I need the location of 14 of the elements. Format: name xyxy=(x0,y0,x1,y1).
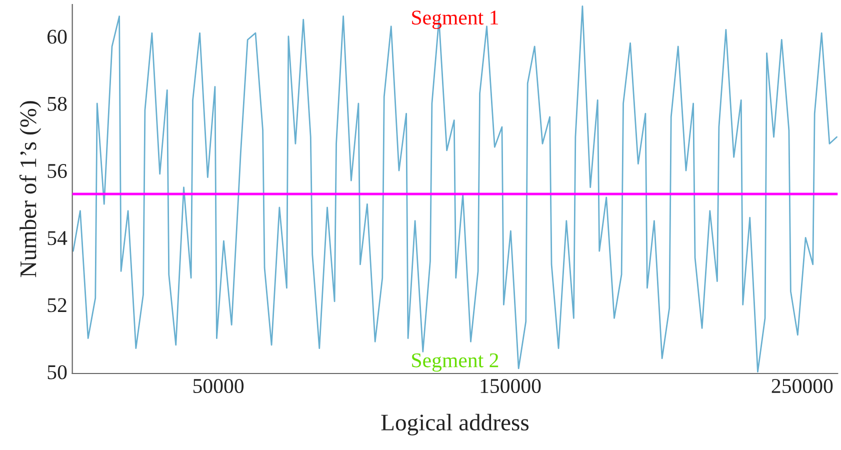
x-axis-title: Logical address xyxy=(381,414,529,436)
annotation: Segment 2 xyxy=(412,353,498,372)
y-tick-label: 50 xyxy=(48,365,67,380)
line-series xyxy=(72,5,838,373)
x-tick-label: 150000 xyxy=(480,378,541,394)
y-tick-label: 52 xyxy=(48,298,66,312)
x-tick-label: 250000 xyxy=(772,378,833,394)
y-tick-label: 54 xyxy=(48,231,68,246)
y-tick-label: 58 xyxy=(48,96,67,111)
y-axis-title: Number of 1’s (%) xyxy=(19,101,42,278)
y-tick-label: 60 xyxy=(48,30,67,44)
x-tick-label: 50000 xyxy=(193,378,244,394)
y-tick-label: 56 xyxy=(48,164,67,178)
annotation: Segment 1 xyxy=(412,10,498,29)
